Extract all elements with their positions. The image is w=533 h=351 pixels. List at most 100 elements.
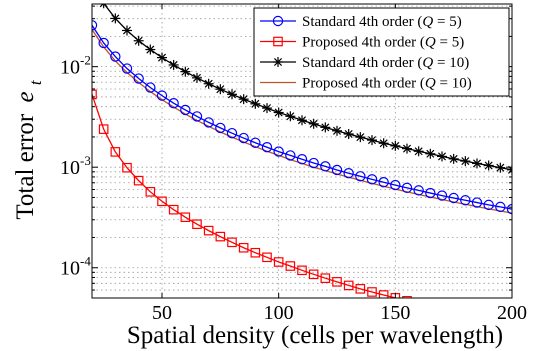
star-marker-stroke: [414, 147, 423, 156]
data-point: [122, 162, 132, 173]
circle-marker: [320, 161, 331, 172]
star-marker-stroke: [379, 139, 388, 148]
plot-frame: [91, 3, 513, 299]
data-point: [483, 199, 494, 211]
square-marker: [145, 187, 156, 197]
data-point: [413, 185, 424, 196]
circle-marker: [460, 195, 471, 206]
y-axis-title-symbol: e: [12, 91, 39, 102]
star-marker-stroke: [157, 53, 167, 62]
legend-marker: [273, 57, 283, 67]
tick-labels: 50 100 150 200 10-4 10-3 10-2: [60, 53, 527, 324]
circle-marker: [355, 171, 366, 182]
circle-marker: [378, 177, 389, 188]
data-point: [343, 280, 354, 291]
star-marker-stroke: [391, 141, 400, 150]
data-point: [471, 197, 483, 208]
square-marker: [110, 147, 121, 157]
data-point: [215, 231, 226, 242]
data-point: [145, 44, 156, 55]
star-marker-stroke: [426, 149, 435, 158]
y-axis-title: Total error e t: [12, 79, 45, 219]
x-tick-label: 50: [152, 302, 172, 324]
legend-item: Proposed 4th order (Q = 10): [260, 76, 472, 92]
data-point: [297, 115, 307, 126]
star-marker-stroke: [402, 144, 412, 153]
data-point: [215, 84, 226, 95]
circle-marker: [436, 190, 448, 201]
data-point: [180, 212, 191, 223]
data-point: [215, 122, 226, 134]
data-point: [133, 175, 144, 186]
circle-marker: [495, 201, 506, 213]
square-marker: [238, 242, 249, 253]
data-point: [238, 94, 249, 105]
data-point: [308, 118, 319, 129]
circle-marker: [98, 37, 109, 49]
circle-marker: [261, 142, 273, 153]
star-marker-stroke: [273, 57, 283, 67]
data-point: [332, 277, 342, 287]
star-marker-stroke: [496, 163, 505, 172]
square-marker: [343, 280, 354, 291]
data-point: [460, 195, 471, 206]
square-marker: [320, 273, 331, 283]
y-axis-title-subscript: t: [26, 79, 45, 85]
data-point: [203, 117, 214, 128]
circle-marker: [191, 111, 203, 122]
circle-marker: [471, 197, 483, 208]
star-marker-stroke: [461, 157, 470, 166]
data-point: [355, 284, 366, 294]
data-point: [168, 59, 179, 70]
star-marker-stroke: [332, 126, 342, 135]
star-marker-stroke: [169, 60, 178, 69]
circle-marker: [331, 164, 343, 176]
circle-marker: [121, 63, 133, 74]
circle-marker: [285, 150, 296, 161]
data-point: [157, 52, 167, 63]
data-point: [98, 37, 109, 49]
legend-marker: [272, 15, 284, 27]
data-point: [401, 182, 413, 194]
data-point: [157, 196, 167, 207]
square-marker: [402, 295, 412, 298]
data-point: [121, 63, 133, 74]
data-point: [133, 35, 144, 46]
circle-marker: [168, 98, 179, 109]
square-marker: [192, 219, 202, 230]
star-marker-stroke: [484, 161, 493, 170]
data-point: [110, 13, 121, 24]
square-marker: [262, 252, 272, 263]
legend-item: Standard 4th order (Q = 5): [260, 14, 462, 30]
data-point: [226, 127, 238, 139]
data-point: [273, 257, 284, 267]
y-tick-label: 10-3: [60, 153, 91, 179]
star-marker-stroke: [251, 99, 260, 108]
circle-marker: [238, 132, 249, 144]
star-marker-stroke: [262, 104, 272, 113]
star-marker-stroke: [239, 95, 248, 104]
data-point: [436, 190, 448, 201]
data-point: [495, 201, 506, 213]
data-point: [227, 89, 237, 100]
square-marker: [203, 225, 214, 236]
data-point: [378, 290, 389, 298]
star-marker-stroke: [356, 133, 365, 142]
star-marker-stroke: [286, 112, 295, 121]
data-point: [378, 138, 389, 149]
circle-marker: [272, 15, 284, 27]
data-point: [367, 287, 377, 297]
data-point: [285, 111, 296, 122]
data-point: [343, 128, 354, 139]
star-marker-stroke: [122, 26, 132, 35]
legend-label: Proposed 4th order (Q = 5): [302, 35, 464, 51]
star-marker-stroke: [204, 79, 213, 88]
data-point: [320, 161, 331, 172]
star-marker-stroke: [472, 159, 482, 168]
legend-label: Standard 4th order (Q = 10): [302, 55, 469, 71]
square-marker: [227, 237, 237, 248]
data-point: [472, 158, 482, 169]
star-marker-stroke: [146, 45, 155, 54]
legend: Standard 4th order (Q = 5) Proposed 4th o…: [253, 7, 510, 97]
legend-item: Proposed 4th order (Q = 5): [260, 35, 464, 51]
